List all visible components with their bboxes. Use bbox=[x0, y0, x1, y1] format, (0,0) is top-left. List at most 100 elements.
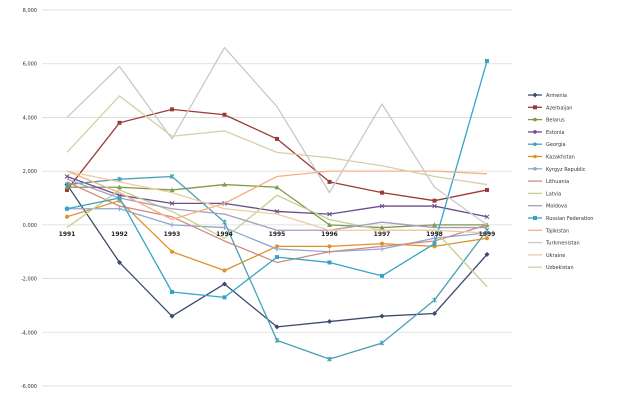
series-line bbox=[66, 170, 488, 234]
y-axis-ticks: -6,000 -4,000 -2,000 0,000 2,000 4,000 6,000 8,… bbox=[21, 8, 37, 390]
data-point bbox=[327, 222, 332, 227]
series-turkmenistan bbox=[66, 46, 488, 226]
data-point bbox=[484, 251, 490, 257]
data-point bbox=[275, 244, 279, 249]
series-uzbekistan bbox=[66, 95, 488, 186]
data-point bbox=[222, 295, 227, 300]
legend-item: Azerbaijan bbox=[528, 105, 572, 111]
data-point bbox=[432, 198, 437, 203]
legend-item: Kyrgyz Republic bbox=[528, 167, 586, 173]
data-point bbox=[222, 225, 227, 231]
legend-item: Lithuania bbox=[528, 179, 569, 185]
data-point bbox=[169, 174, 175, 180]
y-tick-label: 2,000 bbox=[23, 169, 37, 175]
data-point bbox=[432, 241, 437, 246]
data-point bbox=[274, 209, 280, 214]
x-tick-label: 1996 bbox=[321, 231, 338, 238]
legend-label: Armenia bbox=[546, 93, 567, 99]
legend-item: Turkmenistan bbox=[528, 241, 580, 247]
data-point bbox=[379, 313, 385, 319]
legend-item: Kazakhstan bbox=[528, 155, 575, 161]
data-point bbox=[380, 190, 384, 195]
legend-label: Kyrgyz Republic bbox=[546, 167, 586, 173]
y-tick-label: 0,000 bbox=[23, 223, 37, 229]
data-point bbox=[117, 259, 122, 265]
data-point bbox=[432, 222, 437, 227]
data-point bbox=[274, 324, 280, 330]
y-tick-label: -4,000 bbox=[21, 330, 37, 336]
legend-label: Ukraine bbox=[546, 253, 565, 259]
legend-item: Uzbekistan bbox=[528, 265, 574, 271]
data-point bbox=[327, 260, 332, 265]
series-lithuania bbox=[66, 181, 488, 264]
data-point bbox=[380, 273, 384, 278]
x-tick-label: 1993 bbox=[164, 231, 181, 238]
data-point bbox=[432, 310, 437, 316]
legend-item: Armenia bbox=[528, 92, 567, 99]
series-lines bbox=[64, 46, 490, 362]
data-point bbox=[484, 214, 490, 220]
legend-label: Uzbekistan bbox=[546, 265, 574, 271]
series-azerbaijan bbox=[65, 107, 489, 203]
data-point bbox=[327, 179, 332, 184]
legend-item: Estonia bbox=[528, 130, 564, 136]
legend-marker bbox=[533, 154, 537, 159]
data-point bbox=[65, 187, 69, 192]
data-point bbox=[64, 174, 70, 179]
data-point bbox=[379, 203, 385, 209]
data-point bbox=[169, 201, 175, 206]
legend-label: Azerbaijan bbox=[546, 105, 572, 111]
legend-label: Turkmenistan bbox=[545, 241, 580, 247]
data-point bbox=[169, 313, 175, 319]
y-tick-label: -2,000 bbox=[21, 277, 37, 283]
data-point bbox=[117, 206, 122, 212]
legend-label: Belarus bbox=[546, 118, 565, 124]
data-point bbox=[65, 206, 69, 211]
series-russian-federation bbox=[65, 59, 489, 300]
data-point bbox=[275, 255, 279, 260]
legend-marker bbox=[533, 105, 537, 110]
data-point bbox=[432, 297, 437, 303]
data-point bbox=[117, 176, 122, 182]
series-tajikistan bbox=[66, 170, 488, 221]
data-point bbox=[274, 246, 280, 252]
y-tick-label: 8,000 bbox=[23, 8, 37, 14]
data-point bbox=[327, 211, 332, 217]
data-point bbox=[379, 225, 385, 230]
data-point bbox=[170, 290, 174, 294]
data-point bbox=[379, 246, 385, 252]
legend-label: Estonia bbox=[546, 130, 564, 136]
x-tick-label: 1992 bbox=[111, 231, 128, 238]
legend-marker bbox=[533, 216, 537, 220]
data-point bbox=[432, 203, 437, 209]
data-point bbox=[65, 214, 69, 219]
x-tick-label: 1991 bbox=[59, 231, 76, 238]
series-line bbox=[66, 46, 488, 226]
data-point bbox=[485, 59, 489, 64]
legend-label: Latvia bbox=[546, 191, 561, 197]
data-point bbox=[169, 222, 175, 228]
data-point bbox=[222, 112, 227, 117]
legend-item: Ukraine bbox=[528, 253, 565, 259]
data-point bbox=[327, 319, 332, 325]
x-tick-label: 1997 bbox=[374, 231, 391, 238]
legend-item: Moldova bbox=[528, 204, 567, 210]
legend-item: Georgia bbox=[528, 142, 566, 148]
legend-label: Lithuania bbox=[546, 179, 569, 185]
x-axis-ticks: 1991 1992 1993 1994 1995 1996 1997 1998 1999 bbox=[59, 231, 496, 238]
y-tick-label: -6,000 bbox=[21, 384, 37, 390]
legend-label: Tajikistan bbox=[545, 228, 569, 234]
legend-item: Russian Federation bbox=[528, 216, 593, 222]
data-point bbox=[117, 120, 122, 125]
series-ukraine bbox=[66, 170, 488, 234]
data-point bbox=[169, 187, 175, 192]
data-point bbox=[170, 107, 174, 112]
data-point bbox=[380, 241, 384, 246]
y-tick-label: 4,000 bbox=[23, 115, 37, 121]
legend-item: Tajikistan bbox=[528, 228, 569, 234]
legend-label: Kazakhstan bbox=[546, 155, 575, 161]
data-point bbox=[274, 184, 280, 190]
x-tick-label: 1994 bbox=[216, 231, 233, 238]
